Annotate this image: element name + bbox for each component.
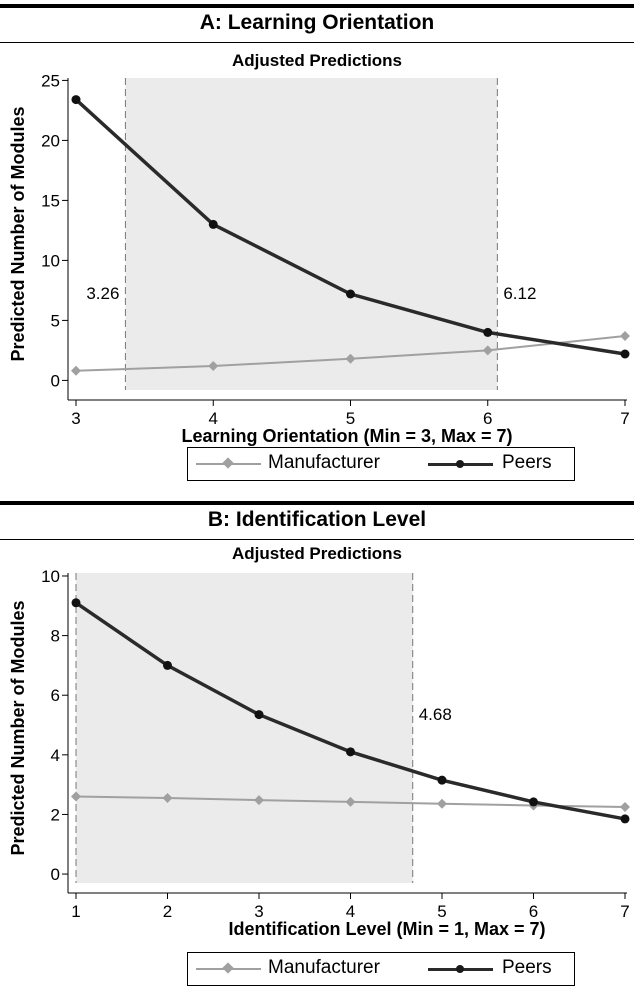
data-point-peers [163,660,172,670]
data-point-manufacturer [482,345,493,356]
data-point-peers [437,775,447,785]
data-point-peers [346,289,355,299]
chart-subtitle: Adjusted Predictions [232,544,402,563]
data-point-peers [71,95,81,105]
data-point-manufacturer [620,331,630,341]
data-point-peers [529,797,538,807]
panel-a-header: A: Learning Orientation [0,4,634,43]
y-tick-label: 25 [41,71,60,90]
panel-a-legend: Manufacturer Peers [187,447,575,481]
legend-marker-peers [456,460,464,468]
legend-label-manufacturer: Manufacturer [268,452,380,473]
x-tick-label: 3 [71,409,80,428]
data-point-peers [208,219,218,229]
x-axis-label: Learning Orientation (Min = 3, Max = 7) [181,426,512,446]
y-axis-label: Predicted Number of Modules [8,600,28,855]
y-tick-label: 2 [51,805,60,824]
panel-b: B: Identification Level Adjusted Predict… [0,497,634,991]
data-point-manufacturer [345,353,356,364]
data-point-manufacturer [71,791,81,802]
x-tick-label: 5 [437,902,446,921]
legend-marker-manufacturer [222,962,234,974]
data-point-manufacturer [254,795,264,806]
x-tick-label: 3 [254,902,263,921]
x-tick-label: 1 [71,902,80,921]
panel-a-chart: Adjusted Predictions 0 5 10 15 20 25 3 4 5 6 7 Learn… [8,51,630,446]
y-tick-label: 8 [51,627,60,646]
y-tick-label: 10 [41,251,60,270]
legend-marker-manufacturer [222,457,234,469]
legend-label-peers: Peers [502,452,552,473]
data-point-peers [620,349,630,359]
y-tick-label: 4 [51,746,60,765]
threshold-annotation: 3.26 [86,284,119,303]
x-tick-label: 7 [620,409,629,428]
x-axis-label: Identification Level (Min = 1, Max = 7) [228,919,545,939]
chart-subtitle: Adjusted Predictions [232,51,402,70]
data-point-manufacturer [71,365,81,376]
y-tick-label: 10 [41,567,60,586]
data-point-peers [346,747,355,757]
data-point-peers [71,598,81,608]
panel-b-legend: Manufacturer Peers [187,952,575,986]
threshold-annotation: 4.68 [419,705,452,724]
panel-b-title: B: Identification Level [207,508,427,531]
panel-a: A: Learning Orientation Adjusted Predict… [0,0,634,490]
shaded-region [125,78,498,390]
data-point-manufacturer [208,361,219,371]
x-tick-label: 5 [346,409,355,428]
y-tick-label: 6 [51,686,60,705]
legend-label-peers: Peers [502,957,552,978]
y-tick-label: 15 [41,191,60,210]
legend-marker-peers [456,965,464,973]
data-point-manufacturer [620,801,630,812]
shaded-region [76,573,413,883]
y-tick-label: 20 [41,131,60,150]
x-tick-label: 2 [163,902,172,921]
panel-a-title: A: Learning Orientation [199,11,435,34]
data-point-manufacturer [162,793,173,804]
x-tick-label: 6 [483,409,492,428]
y-tick-label: 0 [51,865,60,884]
threshold-annotation: 6.12 [503,284,536,303]
y-tick-label: 0 [51,371,60,390]
y-tick-label: 5 [51,311,60,330]
x-tick-label: 4 [209,409,218,428]
data-point-manufacturer [437,798,447,809]
data-point-peers [254,710,264,720]
x-tick-label: 4 [346,902,355,921]
y-axis-label: Predicted Number of Modules [8,106,28,361]
data-point-manufacturer [345,796,356,807]
data-point-peers [620,814,630,824]
data-point-peers [483,327,493,337]
x-tick-label: 6 [529,902,538,921]
panel-b-header: B: Identification Level [0,501,634,540]
legend-label-manufacturer: Manufacturer [268,957,380,978]
x-tick-label: 7 [620,902,629,921]
